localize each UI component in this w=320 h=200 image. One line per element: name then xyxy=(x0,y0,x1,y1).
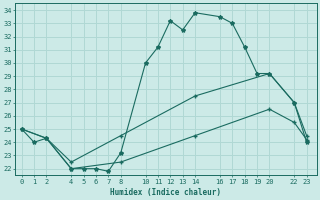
X-axis label: Humidex (Indice chaleur): Humidex (Indice chaleur) xyxy=(110,188,221,197)
